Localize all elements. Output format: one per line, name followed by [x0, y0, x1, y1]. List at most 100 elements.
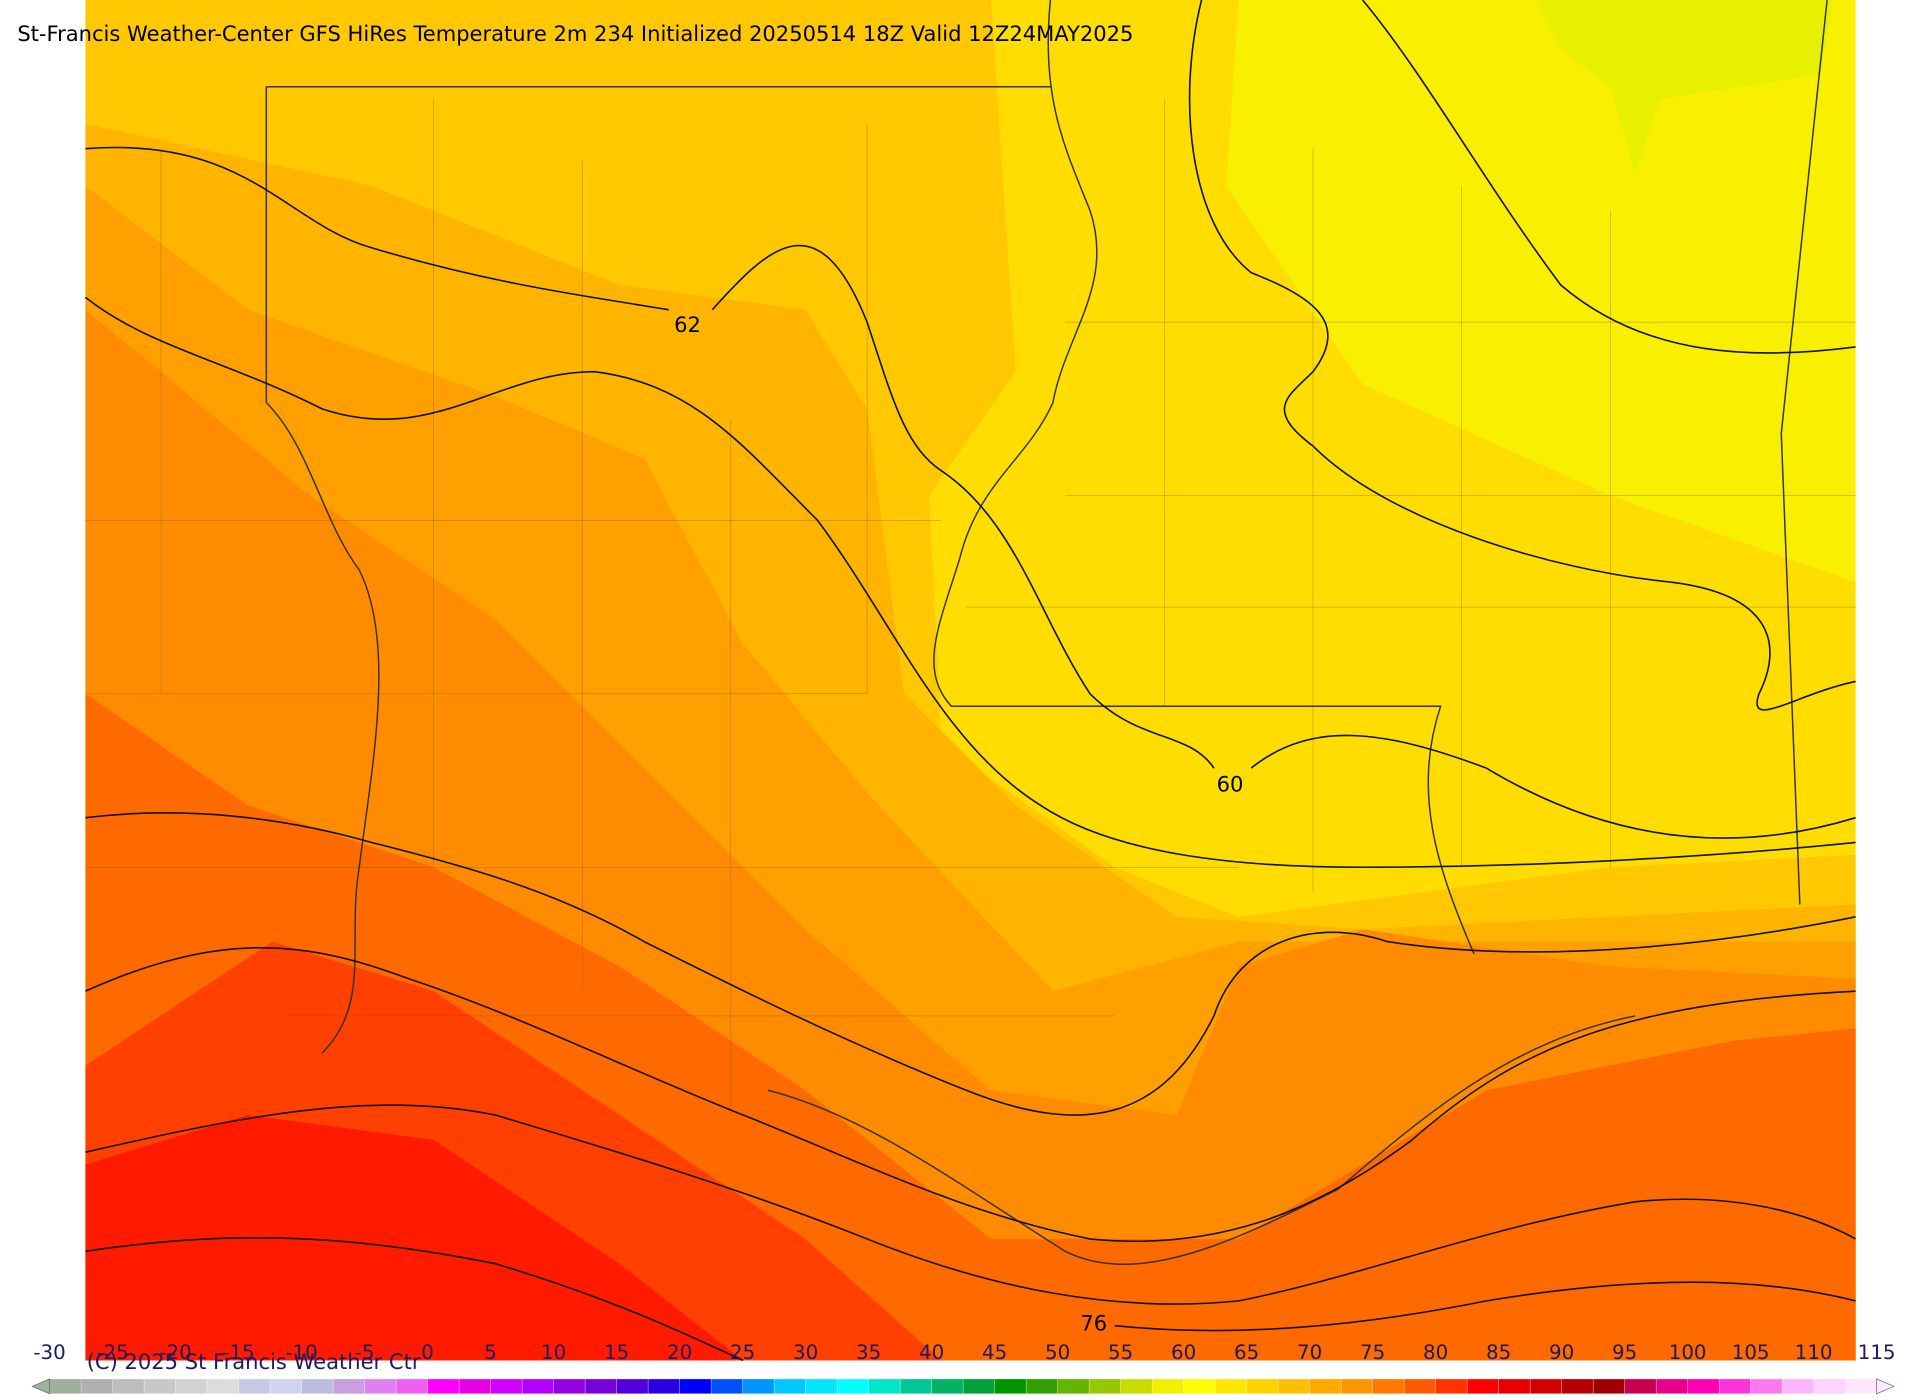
colorbar-tick-label: 30 [793, 1341, 818, 1364]
colorbar-swatch [1340, 1378, 1374, 1394]
colorbar-tick-label: 110 [1795, 1341, 1833, 1364]
colorbar-tick-label: 25 [730, 1341, 755, 1364]
colorbar-tick-label: 65 [1234, 1341, 1259, 1364]
colorbar-tick-label: 70 [1297, 1341, 1322, 1364]
colorbar-tick-label: 60 [1171, 1341, 1196, 1364]
colorbar-tick-label: 75 [1360, 1341, 1385, 1364]
colorbar-swatch [49, 1378, 82, 1394]
state-borders [265, 0, 1828, 1265]
colorbar-tick-label: 45 [982, 1341, 1007, 1364]
colorbar-swatch [742, 1378, 775, 1394]
colorbar-swatch [1183, 1378, 1216, 1394]
colorbar-arrow-low [31, 1378, 50, 1395]
colorbar-swatch [1151, 1378, 1185, 1394]
colorbar-swatch [80, 1378, 114, 1394]
colorbar-swatch [301, 1378, 334, 1394]
colorbar-swatch [1624, 1378, 1657, 1394]
colorbar-swatch [647, 1378, 681, 1394]
temperature-field [85, 0, 1856, 1361]
colorbar-swatch [553, 1378, 586, 1394]
colorbar-arrow-high [1876, 1378, 1895, 1395]
colorbar-swatch [1750, 1378, 1783, 1394]
colorbar-swatch [1844, 1378, 1878, 1394]
colorbar-swatch [1813, 1378, 1846, 1394]
colorbar-swatch [1246, 1378, 1279, 1394]
colorbar-tick-label: 100 [1669, 1341, 1707, 1364]
band [1536, 0, 1834, 174]
colorbar-swatch [1403, 1378, 1437, 1394]
colorbar-swatch [1057, 1378, 1090, 1394]
contour-label: 60 [1217, 772, 1244, 797]
colorbar-tick-label: -20 [159, 1341, 191, 1364]
colorbar-swatch [458, 1378, 492, 1394]
colorbar-swatch [1687, 1378, 1720, 1394]
colorbar-tick-label: -30 [33, 1341, 65, 1364]
colorbar-tick-label: 80 [1423, 1341, 1448, 1364]
colorbar-swatch [1466, 1378, 1500, 1394]
colorbar-swatch [269, 1378, 303, 1394]
colorbar-swatch [1309, 1378, 1342, 1394]
map-title: St-Francis Weather-Center GFS HiRes Temp… [17, 21, 1133, 46]
colorbar-swatch [206, 1378, 240, 1394]
colorbar-tick-label: -25 [96, 1341, 128, 1364]
colorbar-swatch [584, 1378, 618, 1394]
colorbar-swatch [427, 1378, 460, 1394]
colorbar-swatch [805, 1378, 838, 1394]
colorbar-swatch [1088, 1378, 1122, 1394]
colorbar-tick-label: 90 [1549, 1341, 1574, 1364]
colorbar-tick-label: 5 [484, 1341, 497, 1364]
colorbar-swatch [1561, 1378, 1594, 1394]
colorbar-swatch [931, 1378, 964, 1394]
colorbar-swatch [175, 1378, 208, 1394]
colorbar-tick-label: 95 [1612, 1341, 1637, 1364]
colorbar-tick-label: 85 [1486, 1341, 1511, 1364]
copyright: (C) 2025 St Francis Weather Ctr [87, 1349, 421, 1374]
band [85, 1115, 744, 1361]
colorbar-swatch [1655, 1378, 1689, 1394]
colorbar-tick-label: 55 [1108, 1341, 1133, 1364]
colorbar-swatch [1277, 1378, 1311, 1394]
colorbar-swatch [143, 1378, 177, 1394]
colorbar-swatch [490, 1378, 523, 1394]
colorbar-tick-label: 115 [1858, 1341, 1896, 1364]
contour-label: 62 [674, 312, 701, 337]
contour-label: 76 [1080, 1311, 1107, 1336]
contour-labels: 62 60 76 [674, 312, 1243, 1336]
colorbar-swatch [1592, 1378, 1626, 1394]
colorbar-tick-label: 15 [604, 1341, 629, 1364]
colorbar-tick-label: -5 [355, 1341, 375, 1364]
colorbar-swatch [899, 1378, 933, 1394]
colorbar-swatch [364, 1378, 397, 1394]
colorbar-swatch [1435, 1378, 1468, 1394]
colorbar-swatch [994, 1378, 1027, 1394]
colorbar-swatch [836, 1378, 870, 1394]
colorbar-swatch [1718, 1378, 1752, 1394]
colorbar-swatch [616, 1378, 649, 1394]
colorbar: -30 -25 -20 -15 -10 -5 0 5 10 15 20 25 30 35 40 45 50 55 6… [31, 1341, 1896, 1395]
county-lines [85, 99, 1856, 1116]
contours [84, 0, 1856, 1362]
colorbar-tick-label: 35 [856, 1341, 881, 1364]
colorbar-swatch [112, 1378, 145, 1394]
colorbar-tick-label: 0 [421, 1341, 434, 1364]
colorbar-swatch [395, 1378, 429, 1394]
colorbar-swatch [868, 1378, 901, 1394]
colorbar-swatch [1120, 1378, 1153, 1394]
colorbar-tick-label: 10 [541, 1341, 566, 1364]
colorbar-swatch [238, 1378, 271, 1394]
colorbar-tick-label: -10 [285, 1341, 317, 1364]
colorbar-swatch [1498, 1378, 1531, 1394]
colorbar-swatch [1025, 1378, 1059, 1394]
colorbar-tick-label: 50 [1045, 1341, 1070, 1364]
colorbar-tick-label: 40 [919, 1341, 944, 1364]
colorbar-swatch [1529, 1378, 1563, 1394]
colorbar-swatch [710, 1378, 744, 1394]
colorbar-swatch [521, 1378, 555, 1394]
colorbar-swatch [773, 1378, 807, 1394]
colorbar-swatch [1214, 1378, 1248, 1394]
colorbar-swatch [332, 1378, 366, 1394]
colorbar-swatch [962, 1378, 996, 1394]
colorbar-tick-label: 105 [1732, 1341, 1770, 1364]
colorbar-tick-label: -15 [222, 1341, 254, 1364]
